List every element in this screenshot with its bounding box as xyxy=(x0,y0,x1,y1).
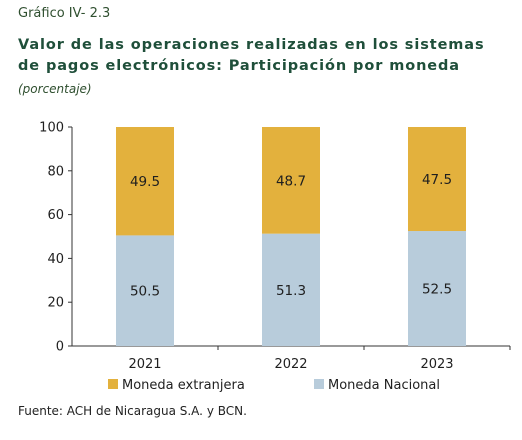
y-tick-label: 60 xyxy=(47,208,64,223)
y-tick-label: 100 xyxy=(39,121,64,136)
bar-segment xyxy=(262,233,320,346)
legend-swatch xyxy=(314,379,324,389)
chart-subtitle: (porcentaje) xyxy=(18,82,92,96)
data-label: 50.5 xyxy=(130,284,160,300)
y-tick-label: 0 xyxy=(56,340,64,355)
legend-label: Moneda Nacional xyxy=(328,378,440,393)
bar-segment xyxy=(408,231,466,346)
x-tick-label: 2023 xyxy=(420,357,453,372)
bar-segment xyxy=(262,127,320,234)
data-label: 48.7 xyxy=(276,173,306,189)
legend-swatch xyxy=(108,379,118,389)
y-tick-label: 20 xyxy=(47,296,64,311)
data-label: 47.5 xyxy=(422,172,452,188)
y-tick-label: 40 xyxy=(47,252,64,267)
bar-segment xyxy=(408,127,466,232)
legend-label: Moneda extranjera xyxy=(122,378,245,393)
source-note: Fuente: ACH de Nicaragua S.A. y BCN. xyxy=(18,404,247,418)
bar-segment xyxy=(116,235,174,346)
data-label: 49.5 xyxy=(130,174,160,190)
data-label: 51.3 xyxy=(276,283,306,299)
bar-segment xyxy=(116,127,174,236)
data-label: 52.5 xyxy=(422,282,452,298)
x-tick-label: 2022 xyxy=(274,357,307,372)
x-tick-label: 2021 xyxy=(128,357,161,372)
chart-title: Valor de las operaciones realizadas en l… xyxy=(18,37,485,74)
y-tick-label: 80 xyxy=(47,164,64,179)
figure-label: Gráfico IV- 2.3 xyxy=(18,6,111,21)
